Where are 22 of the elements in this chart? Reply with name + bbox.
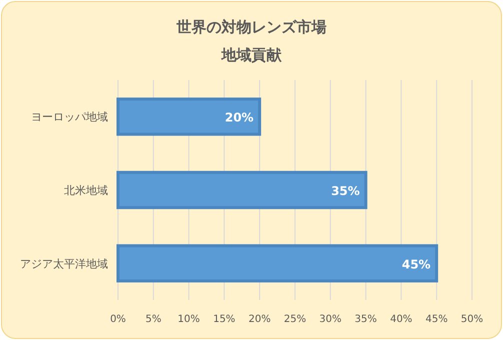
x-tick-label: 10% [178, 314, 200, 325]
y-tick-label: アジア太平洋地域 [20, 257, 108, 270]
bar [116, 170, 368, 210]
x-tick-label: 50% [460, 314, 484, 325]
y-tick-label: ヨーロッパ地域 [31, 110, 108, 124]
chart-subtitle: 地域貢献 [220, 46, 282, 64]
x-tick-label: 20% [248, 314, 271, 325]
bar [116, 98, 262, 136]
x-tick-label: 5% [145, 314, 162, 325]
x-tick-label: 0% [110, 314, 126, 325]
bar [116, 244, 438, 282]
y-tick-label: 北米地域 [64, 184, 108, 197]
x-tick-label: 45% [425, 314, 448, 325]
x-tick-label: 15% [213, 314, 236, 325]
data-label: 20% [224, 110, 254, 125]
data-label: 35% [331, 184, 360, 198]
data-label: 45% [402, 257, 431, 272]
x-tick-label: 30% [319, 314, 342, 325]
x-tick-label: 40% [390, 314, 412, 325]
x-tick-label: 25% [284, 314, 306, 325]
x-tick-label: 35% [354, 314, 377, 325]
chart-title: 世界の対物レンズ市場 [176, 18, 326, 36]
